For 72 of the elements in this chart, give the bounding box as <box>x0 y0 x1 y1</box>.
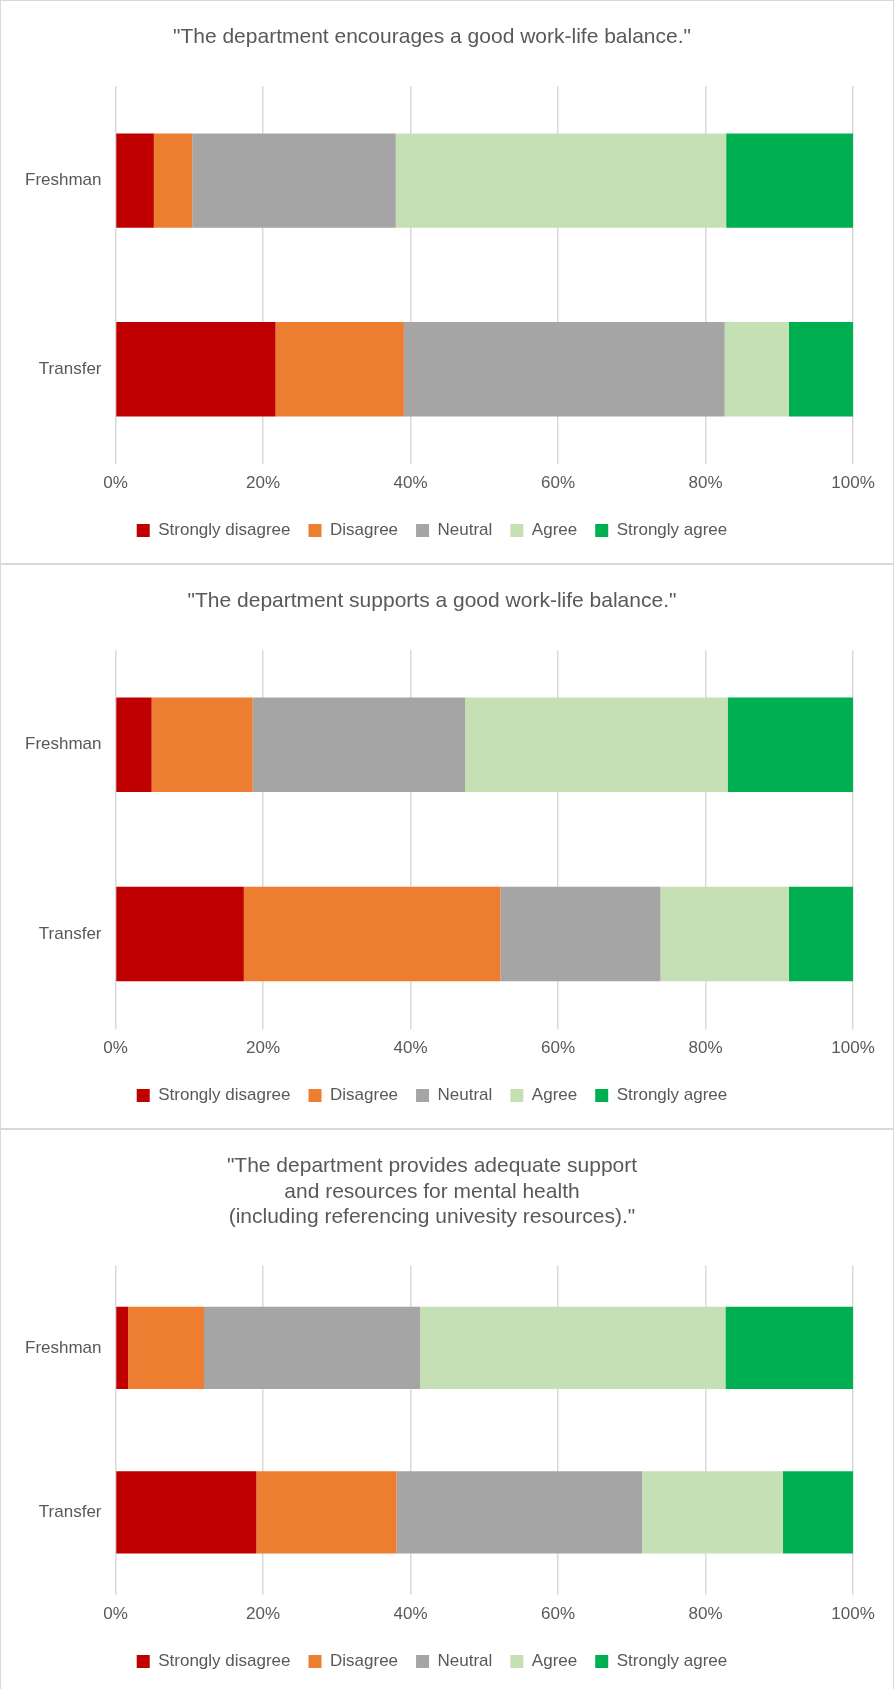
x-tick-label: 40% <box>393 1038 428 1058</box>
bar <box>660 886 789 982</box>
legend-label: Disagree <box>330 1651 399 1671</box>
bar <box>275 322 404 417</box>
bar <box>726 133 853 228</box>
legend-label: Strongly agree <box>616 1651 728 1671</box>
bar <box>153 133 193 228</box>
x-tick-label: 80% <box>688 1038 723 1058</box>
bar <box>116 1306 129 1389</box>
x-tick-label: 60% <box>540 1604 576 1624</box>
y-tick-label: Freshman <box>24 734 102 754</box>
legend-label: Disagree <box>330 520 399 540</box>
bar <box>116 697 152 793</box>
bar <box>727 697 853 793</box>
y-tick-label: Transfer <box>38 923 102 943</box>
x-tick-label: 100% <box>831 473 875 493</box>
legend-label: Strongly disagree <box>158 1085 291 1105</box>
bar <box>116 322 276 417</box>
bar <box>420 1306 726 1389</box>
legend-label: Strongly disagree <box>158 1651 291 1671</box>
bar <box>396 1471 643 1554</box>
x-tick-label: 20% <box>246 1604 281 1624</box>
chart-title: "The department encourages a good work-life balance." <box>172 24 692 48</box>
chart-title: "The department provides adequate support and resources for mental health (including referencing univesity resources)." <box>226 1153 638 1227</box>
bar <box>204 1306 421 1389</box>
bar <box>782 1471 853 1554</box>
x-tick-label: 0% <box>103 473 128 493</box>
bar <box>395 133 727 228</box>
bar <box>151 697 253 793</box>
bar <box>788 322 853 417</box>
bar <box>788 886 853 982</box>
x-tick-label: 0% <box>103 1038 128 1058</box>
x-tick-label: 60% <box>540 1038 576 1058</box>
bar <box>192 133 396 228</box>
legend-label: Agree <box>531 520 578 540</box>
x-tick-label: 20% <box>246 1038 281 1058</box>
y-tick-label: Transfer <box>38 1502 102 1522</box>
y-tick-label: Freshman <box>24 170 102 190</box>
x-tick-label: 80% <box>688 1604 723 1624</box>
bar <box>116 1471 257 1554</box>
x-tick-label: 0% <box>103 1604 128 1624</box>
bar <box>725 1306 853 1389</box>
x-tick-label: 100% <box>831 1604 875 1624</box>
bar <box>465 697 728 793</box>
legend-label: Neutral <box>437 520 493 540</box>
x-tick-label: 40% <box>393 1604 428 1624</box>
legend-label: Agree <box>531 1651 578 1671</box>
bar <box>256 1471 397 1554</box>
bar <box>128 1306 205 1389</box>
x-tick-label: 20% <box>246 473 281 493</box>
legend-label: Neutral <box>437 1651 493 1671</box>
bar <box>724 322 789 417</box>
legend-label: Neutral <box>437 1085 493 1105</box>
y-tick-label: Freshman <box>24 1337 102 1357</box>
legend-label: Strongly agree <box>616 520 728 540</box>
bar <box>642 1471 783 1554</box>
y-tick-label: Transfer <box>38 358 102 378</box>
x-tick-label: 60% <box>540 473 576 493</box>
bar <box>500 886 661 982</box>
bar <box>243 886 501 982</box>
legend-label: Strongly disagree <box>158 520 291 540</box>
bar <box>252 697 466 793</box>
bar <box>116 886 244 982</box>
legend-label: Disagree <box>330 1085 399 1105</box>
x-tick-label: 80% <box>688 473 723 493</box>
x-tick-label: 40% <box>393 473 428 493</box>
legend-label: Agree <box>531 1085 578 1105</box>
chart-title: "The department supports a good work-life balance." <box>187 588 677 612</box>
bar <box>403 322 725 417</box>
legend-label: Strongly agree <box>616 1085 728 1105</box>
bar <box>116 133 154 228</box>
x-tick-label: 100% <box>831 1038 875 1058</box>
